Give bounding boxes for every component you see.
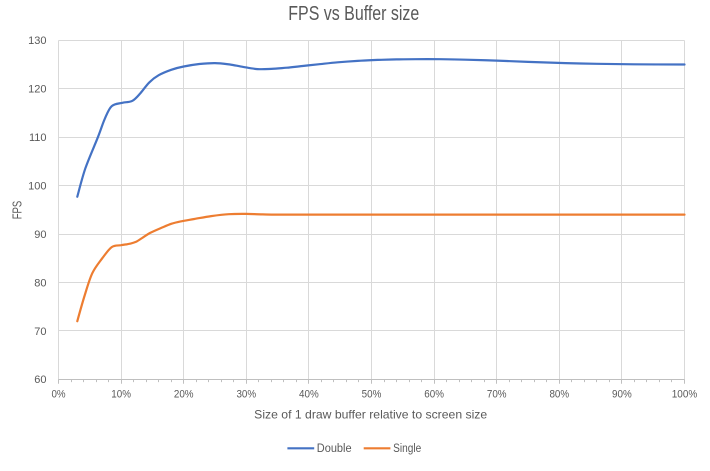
svg-text:FPS vs Buffer size: FPS vs Buffer size bbox=[288, 3, 419, 25]
svg-text:100%: 100% bbox=[672, 389, 698, 401]
svg-text:80: 80 bbox=[34, 277, 46, 289]
svg-text:130: 130 bbox=[28, 35, 46, 47]
svg-text:90: 90 bbox=[34, 229, 46, 241]
svg-text:60: 60 bbox=[34, 374, 46, 386]
svg-text:30%: 30% bbox=[236, 389, 256, 401]
svg-text:70: 70 bbox=[34, 326, 46, 338]
svg-text:90%: 90% bbox=[612, 389, 632, 401]
svg-text:Single: Single bbox=[393, 443, 421, 455]
svg-text:Double: Double bbox=[317, 443, 352, 455]
svg-text:10%: 10% bbox=[111, 389, 131, 401]
svg-text:40%: 40% bbox=[299, 389, 319, 401]
svg-text:FPS: FPS bbox=[11, 201, 25, 220]
svg-text:100: 100 bbox=[28, 181, 46, 193]
svg-text:50%: 50% bbox=[362, 389, 382, 401]
svg-text:60%: 60% bbox=[424, 389, 444, 401]
svg-text:20%: 20% bbox=[174, 389, 194, 401]
svg-text:Size of 1 draw buffer relative: Size of 1 draw buffer relative to screen… bbox=[254, 407, 487, 421]
svg-text:70%: 70% bbox=[487, 389, 507, 401]
svg-text:0%: 0% bbox=[51, 389, 65, 401]
svg-text:80%: 80% bbox=[549, 389, 569, 401]
svg-text:110: 110 bbox=[29, 132, 47, 144]
svg-text:120: 120 bbox=[28, 84, 46, 96]
